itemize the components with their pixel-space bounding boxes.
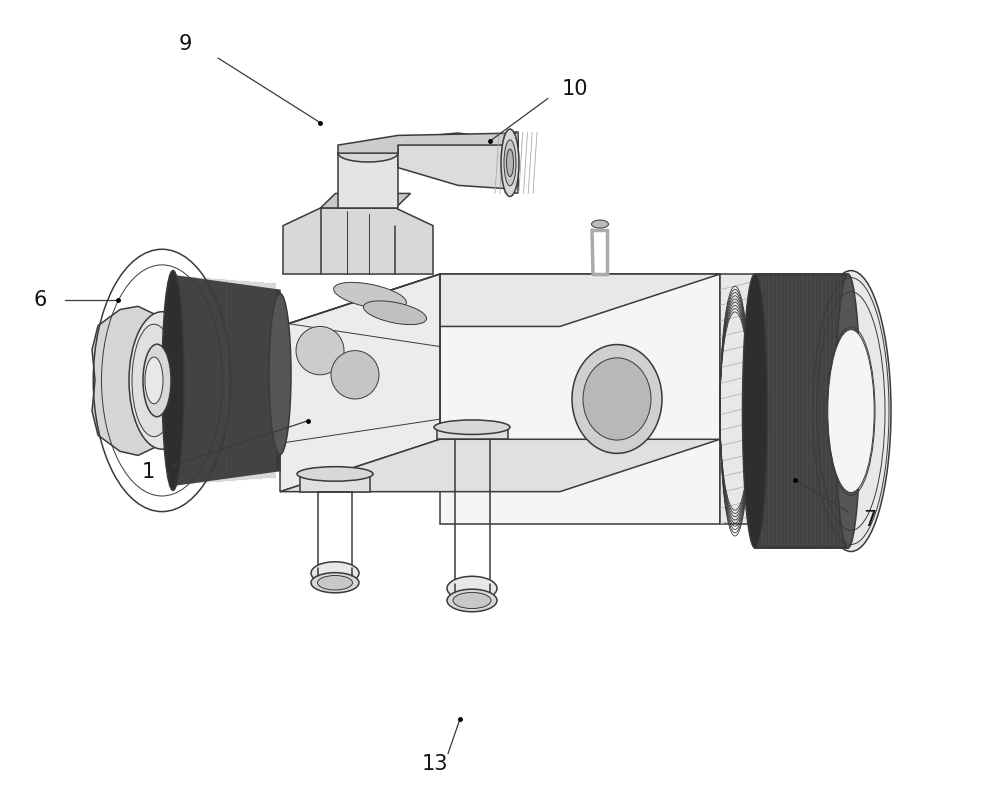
Text: 9: 9	[178, 35, 192, 54]
Ellipse shape	[296, 326, 344, 375]
Ellipse shape	[447, 576, 497, 600]
Ellipse shape	[297, 467, 373, 481]
Ellipse shape	[129, 312, 195, 449]
Polygon shape	[398, 133, 518, 189]
Ellipse shape	[162, 271, 184, 490]
Ellipse shape	[507, 149, 514, 177]
Text: 6: 6	[33, 290, 47, 310]
Ellipse shape	[363, 301, 427, 325]
Ellipse shape	[501, 129, 519, 197]
Ellipse shape	[447, 589, 497, 612]
Ellipse shape	[572, 344, 662, 453]
Polygon shape	[510, 132, 518, 193]
Polygon shape	[338, 133, 518, 153]
Ellipse shape	[311, 562, 359, 584]
Polygon shape	[440, 274, 720, 524]
Ellipse shape	[334, 282, 406, 310]
Polygon shape	[437, 427, 508, 439]
Polygon shape	[283, 208, 433, 274]
Ellipse shape	[836, 274, 860, 548]
Polygon shape	[92, 306, 155, 455]
Polygon shape	[173, 276, 280, 485]
Ellipse shape	[592, 220, 608, 228]
Ellipse shape	[311, 572, 359, 592]
Text: 7: 7	[863, 510, 877, 530]
Ellipse shape	[143, 344, 171, 417]
Text: 10: 10	[562, 79, 588, 98]
Polygon shape	[320, 193, 411, 208]
Ellipse shape	[453, 592, 491, 609]
Polygon shape	[720, 274, 760, 524]
Polygon shape	[280, 274, 440, 492]
Ellipse shape	[742, 274, 768, 548]
Ellipse shape	[331, 351, 379, 399]
Text: 1: 1	[141, 462, 155, 481]
Polygon shape	[755, 274, 848, 548]
Text: 13: 13	[422, 754, 448, 774]
Ellipse shape	[434, 420, 510, 434]
Polygon shape	[280, 439, 720, 492]
Polygon shape	[338, 153, 398, 208]
Ellipse shape	[583, 358, 651, 440]
Ellipse shape	[132, 324, 176, 437]
Ellipse shape	[145, 357, 163, 404]
Ellipse shape	[338, 144, 398, 162]
Ellipse shape	[318, 575, 352, 590]
Ellipse shape	[811, 271, 891, 551]
Polygon shape	[280, 274, 720, 326]
Ellipse shape	[269, 293, 291, 455]
Ellipse shape	[828, 330, 874, 492]
Ellipse shape	[504, 140, 516, 186]
Polygon shape	[300, 474, 370, 492]
